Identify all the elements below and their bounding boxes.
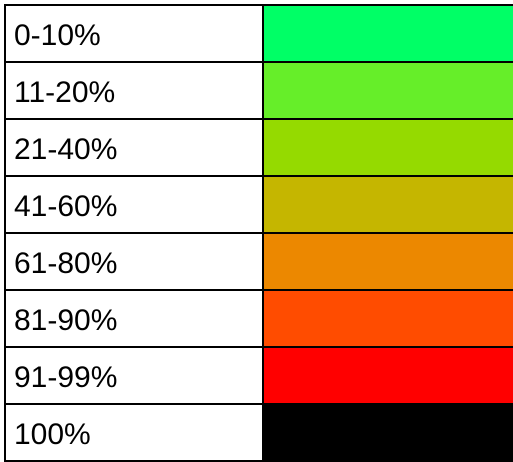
- range-label: 61-80%: [4, 232, 264, 291]
- legend-row: 91-99%: [4, 346, 513, 405]
- legend-row: 0-10%: [4, 4, 513, 63]
- legend-row: 100%: [4, 403, 513, 462]
- range-label: 100%: [4, 403, 264, 462]
- range-label: 11-20%: [4, 61, 264, 120]
- color-swatch: [262, 175, 513, 234]
- legend-row: 11-20%: [4, 61, 513, 120]
- color-swatch: [262, 61, 513, 120]
- color-swatch: [262, 346, 513, 405]
- color-swatch: [262, 289, 513, 348]
- range-label: 41-60%: [4, 175, 264, 234]
- legend-row: 61-80%: [4, 232, 513, 291]
- range-label: 91-99%: [4, 346, 264, 405]
- legend-row: 21-40%: [4, 118, 513, 177]
- color-swatch: [262, 232, 513, 291]
- range-label: 21-40%: [4, 118, 264, 177]
- color-legend-table: 0-10% 11-20% 21-40% 41-60% 61-80% 81-90%…: [4, 4, 513, 462]
- legend-row: 81-90%: [4, 289, 513, 348]
- color-swatch: [262, 403, 513, 462]
- range-label: 0-10%: [4, 4, 264, 63]
- legend-row: 41-60%: [4, 175, 513, 234]
- range-label: 81-90%: [4, 289, 264, 348]
- color-swatch: [262, 118, 513, 177]
- color-swatch: [262, 4, 513, 63]
